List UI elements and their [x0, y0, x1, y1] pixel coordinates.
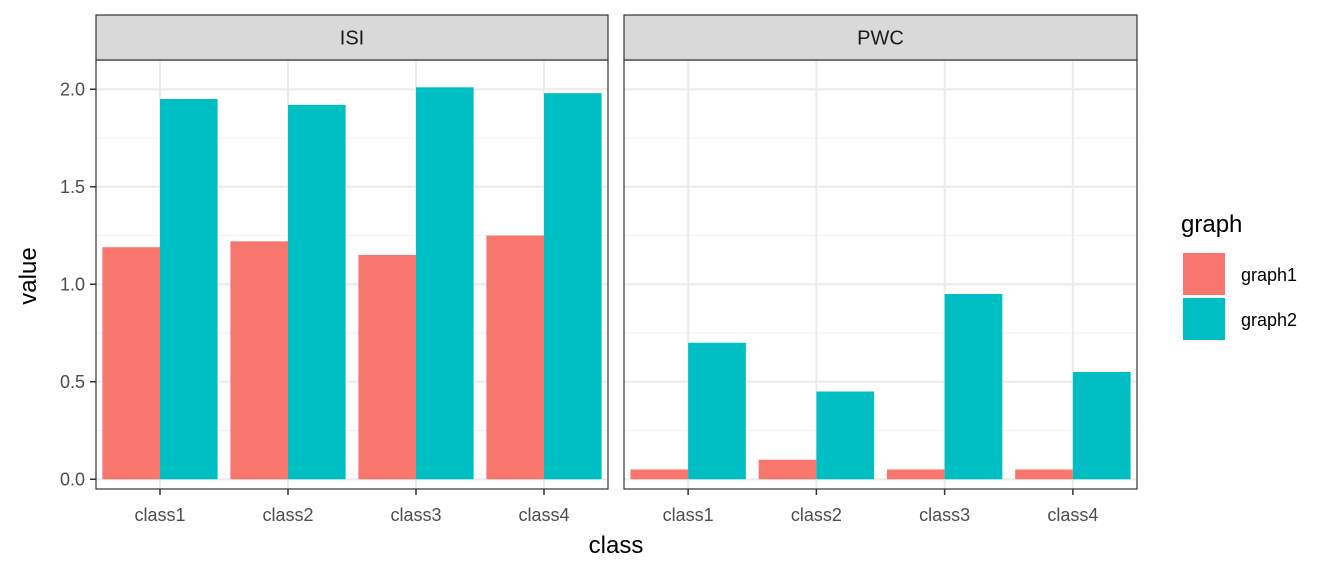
bar-isi-class3-graph1: [358, 255, 416, 480]
y-tick-label: 0.5: [60, 372, 85, 392]
bar-pwc-class4-graph1: [1015, 469, 1073, 480]
bar-pwc-class3-graph2: [944, 294, 1003, 480]
y-tick-label: 1.0: [60, 274, 85, 294]
bar-isi-class4-graph1: [486, 235, 544, 480]
y-axis-title: value: [15, 247, 42, 304]
facet-strip: [95, 14, 609, 61]
bar-isi-class1-graph2: [160, 99, 218, 480]
x-tick-label: class1: [134, 505, 185, 525]
bar-isi-class1-graph1: [102, 247, 160, 480]
facet-strip: [623, 14, 1138, 61]
y-axis: 0.0 0.5 1.0 1.5 2.0: [60, 79, 96, 489]
facet-strip-label: PWC: [857, 28, 904, 50]
x-tick-label: class4: [1047, 505, 1098, 525]
bar-isi-class4-graph2: [544, 93, 602, 480]
y-tick-label: 1.5: [60, 177, 85, 197]
panels: ISI class1 class2 class3 class4 PWC class1 clas…: [95, 14, 1138, 525]
x-tick-label: class2: [791, 505, 842, 525]
y-tick-label: 2.0: [60, 79, 85, 99]
x-axis-title: class: [589, 532, 644, 559]
panel-isi: ISI class1 class2 class3 class4: [95, 14, 609, 525]
legend: graph graph1 graph2: [1181, 211, 1297, 340]
bar-pwc-class4-graph2: [1072, 372, 1131, 480]
legend-title: graph: [1181, 211, 1242, 238]
bar-pwc-class1-graph2: [688, 342, 746, 480]
bar-isi-class3-graph2: [416, 87, 474, 480]
x-tick-label: class4: [518, 505, 569, 525]
bar-pwc-class2-graph2: [816, 391, 875, 480]
x-tick-label: class2: [262, 505, 313, 525]
x-tick-label: class3: [919, 505, 970, 525]
y-tick-label: 0.0: [60, 469, 85, 489]
legend-key-graph2: [1183, 298, 1225, 340]
x-tick-label: class1: [663, 505, 714, 525]
panel-pwc: PWC class1 class2 class3 class4: [623, 14, 1138, 525]
legend-key-graph1: [1183, 253, 1225, 295]
legend-label-graph1: graph1: [1241, 265, 1297, 285]
bar-isi-class2-graph1: [230, 241, 288, 480]
bar-pwc-class1-graph1: [630, 469, 689, 480]
bar-pwc-class3-graph1: [886, 469, 945, 480]
facet-strip-label: ISI: [340, 28, 364, 50]
legend-label-graph2: graph2: [1241, 310, 1297, 330]
bar-pwc-class2-graph1: [758, 459, 817, 480]
bar-isi-class2-graph2: [288, 104, 346, 480]
x-tick-label: class3: [390, 505, 441, 525]
